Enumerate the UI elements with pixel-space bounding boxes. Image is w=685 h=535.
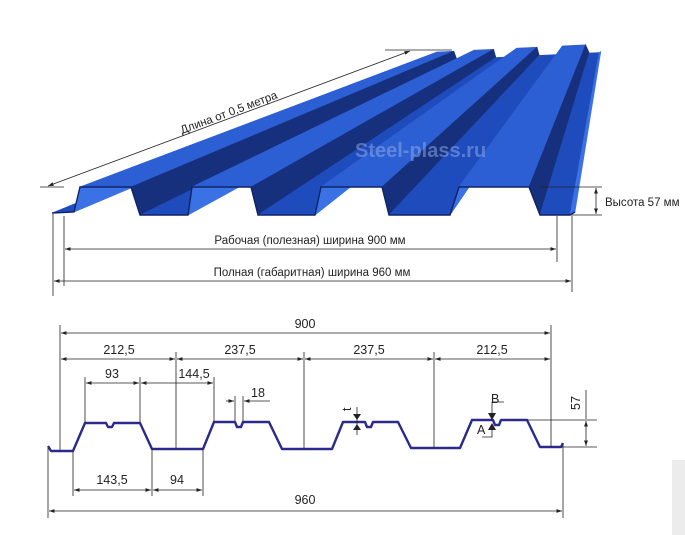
segment-1: 212,5 — [103, 343, 134, 357]
profile-extension-lines — [47, 325, 597, 518]
svg-text:900: 900 — [295, 317, 316, 331]
svg-text:t: t — [340, 407, 354, 411]
full-width-label: Полная (габаритная) ширина 960 мм — [214, 267, 411, 279]
dimension-143-5: 143,5 — [74, 473, 151, 492]
sheet-3d-view — [51, 44, 602, 216]
dimension-960: 960 — [49, 493, 562, 513]
full-width-dimension: Полная (габаритная) ширина 960 мм — [52, 214, 573, 296]
svg-text:93: 93 — [105, 367, 119, 381]
segment-2: 237,5 — [224, 343, 255, 357]
segment-dimensions: 212,5 237,5 237,5 212,5 — [60, 343, 550, 361]
segment-3: 237,5 — [353, 343, 384, 357]
svg-text:18: 18 — [251, 386, 265, 400]
svg-text:B: B — [491, 392, 499, 406]
svg-text:A: A — [477, 423, 486, 437]
points-a-b: B A — [477, 392, 504, 438]
watermark: Steel-plass.ru — [355, 140, 486, 162]
segment-4: 212,5 — [476, 343, 507, 357]
height-dimension: Высота 57 мм — [540, 186, 680, 216]
dimension-57: 57 — [569, 396, 588, 446]
sheet-front-edge — [51, 186, 576, 216]
dimension-93: 93 — [86, 367, 139, 385]
dimension-18: 18 — [226, 386, 270, 403]
svg-text:960: 960 — [295, 493, 316, 507]
profile-section-line — [46, 418, 565, 453]
svg-text:143,5: 143,5 — [96, 473, 127, 487]
dimension-900: 900 — [60, 317, 550, 335]
working-width-label: Рабочая (полезная) ширина 900 мм — [214, 235, 405, 247]
thickness-mark: t — [340, 407, 361, 435]
svg-text:57: 57 — [569, 396, 583, 410]
svg-text:144,5: 144,5 — [178, 367, 209, 381]
svg-text:94: 94 — [170, 473, 184, 487]
dimension-144-5: 144,5 — [141, 367, 213, 385]
working-width-dimension: Рабочая (полезная) ширина 900 мм — [63, 216, 558, 286]
dimension-94: 94 — [153, 473, 202, 492]
edge-strip — [672, 460, 685, 535]
height-label: Высота 57 мм — [605, 197, 680, 209]
